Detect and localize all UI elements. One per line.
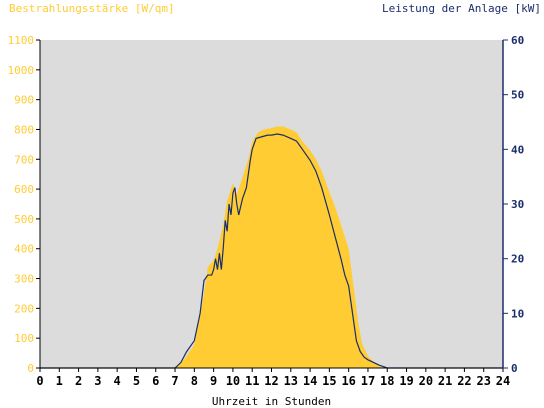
x-tick-label: 7 xyxy=(171,374,178,388)
right-tick-label: 30 xyxy=(511,198,524,211)
left-tick-label: 900 xyxy=(14,94,34,107)
x-tick-label: 5 xyxy=(133,374,140,388)
left-tick-label: 800 xyxy=(14,123,34,136)
left-axis-title: Bestrahlungsstärke [W/qm] xyxy=(9,2,175,15)
x-tick-label: 24 xyxy=(496,374,510,388)
x-tick-label: 2 xyxy=(75,374,82,388)
left-tick-label: 600 xyxy=(14,183,34,196)
x-tick-label: 22 xyxy=(457,374,471,388)
irradiance-area xyxy=(40,126,503,368)
x-tick-label: 10 xyxy=(226,374,240,388)
right-tick-label: 50 xyxy=(511,89,524,102)
right-tick-label: 20 xyxy=(511,253,524,266)
right-axis-title: Leistung der Anlage [kW] xyxy=(382,2,541,15)
x-tick-label: 9 xyxy=(210,374,217,388)
x-tick-label: 3 xyxy=(94,374,101,388)
left-tick-label: 1000 xyxy=(8,64,35,77)
left-tick-label: 1100 xyxy=(8,34,35,47)
x-tick-label: 19 xyxy=(399,374,413,388)
x-tick-label: 4 xyxy=(114,374,121,388)
x-axis-title: Uhrzeit in Stunden xyxy=(212,395,331,408)
left-tick-label: 0 xyxy=(27,362,34,375)
x-tick-label: 16 xyxy=(341,374,355,388)
power-line xyxy=(40,133,503,369)
left-tick-label: 100 xyxy=(14,332,34,345)
right-tick-label: 60 xyxy=(511,34,524,47)
left-tick-label: 400 xyxy=(14,243,34,256)
x-tick-label: 15 xyxy=(322,374,336,388)
x-tick-label: 17 xyxy=(361,374,375,388)
x-tick-label: 11 xyxy=(245,374,259,388)
left-tick-label: 500 xyxy=(14,213,34,226)
x-tick-label: 0 xyxy=(36,374,43,388)
x-tick-label: 20 xyxy=(419,374,433,388)
x-tick-label: 23 xyxy=(476,374,490,388)
x-tick-label: 6 xyxy=(152,374,159,388)
x-tick-label: 1 xyxy=(56,374,63,388)
x-tick-label: 21 xyxy=(438,374,452,388)
left-tick-label: 300 xyxy=(14,273,34,286)
x-tick-label: 13 xyxy=(284,374,298,388)
right-tick-label: 10 xyxy=(511,307,524,320)
x-tick-label: 18 xyxy=(380,374,394,388)
right-tick-label: 40 xyxy=(511,143,524,156)
left-tick-label: 200 xyxy=(14,302,34,315)
right-tick-label: 0 xyxy=(511,362,518,375)
x-tick-label: 12 xyxy=(264,374,278,388)
x-tick-label: 14 xyxy=(303,374,317,388)
x-tick-label: 8 xyxy=(191,374,198,388)
left-tick-label: 700 xyxy=(14,153,34,166)
